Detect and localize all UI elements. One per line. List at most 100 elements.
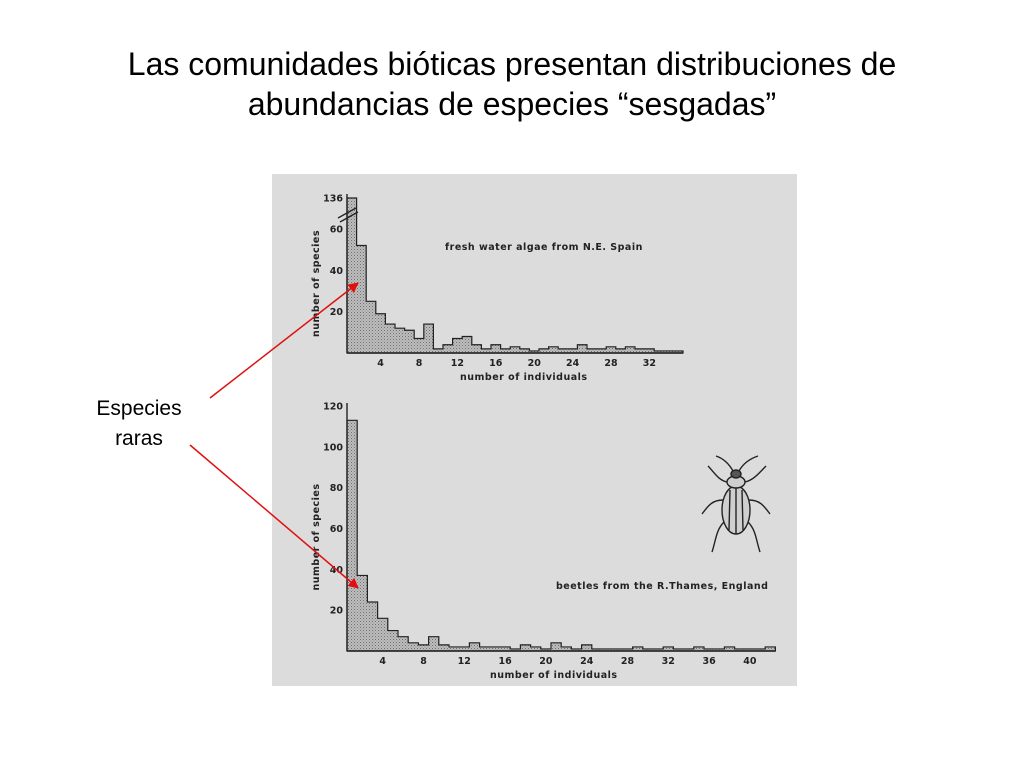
x-tick-label: 36: [702, 656, 716, 667]
histogram-bar: [693, 646, 704, 651]
histogram-bar: [530, 646, 541, 651]
x-axis-title: number of individuals: [490, 670, 618, 681]
y-tick-label: 60: [330, 225, 344, 236]
y-tick-label: 40: [330, 266, 344, 277]
histogram-bar: [529, 350, 539, 353]
x-tick-label: 24: [580, 656, 594, 667]
histogram-bar: [591, 648, 602, 651]
histogram-bar: [551, 642, 562, 651]
x-tick-label: 8: [420, 656, 427, 667]
rare-species-callout: Especies raras: [64, 394, 214, 454]
histogram-bar: [519, 348, 530, 353]
histogram-bar: [443, 344, 453, 353]
histogram-bar: [404, 330, 415, 353]
x-axis-title: number of individuals: [460, 372, 588, 383]
histogram-bar: [744, 648, 755, 651]
series-label: beetles from the R.Thames, England: [556, 581, 768, 592]
histogram-bar: [577, 344, 587, 353]
histogram-bar: [387, 630, 398, 651]
x-tick-label: 24: [566, 358, 580, 369]
histogram-bar: [500, 646, 511, 651]
histogram-outline: [346, 419, 776, 652]
histogram-bar: [520, 644, 531, 651]
x-tick-label: 20: [528, 358, 542, 369]
histogram-bar: [469, 642, 480, 651]
histogram-bar: [395, 328, 405, 353]
histogram-bar: [683, 648, 694, 651]
histogram-bar: [500, 348, 511, 353]
histogram-bar: [567, 348, 578, 353]
histogram-bar: [632, 646, 643, 651]
histogram-bar: [612, 648, 623, 651]
histogram-bar: [663, 350, 674, 353]
histogram-bar: [471, 344, 482, 353]
histogram-bar: [581, 644, 592, 651]
histogram-bar: [438, 644, 449, 651]
histogram-bar: [539, 348, 549, 353]
histogram-bar: [625, 346, 635, 353]
y-tick-label: 100: [323, 442, 343, 453]
histogram-bar: [418, 644, 429, 651]
y-tick-label: 60: [330, 524, 344, 535]
histogram-bar: [606, 346, 616, 353]
histogram-bar: [622, 648, 633, 651]
histogram-bar: [398, 636, 409, 651]
x-tick-label: 12: [451, 358, 464, 369]
x-tick-label: 4: [377, 358, 384, 369]
y-tick-label: 120: [323, 402, 343, 413]
histogram-bar: [673, 350, 683, 353]
histogram-bar: [734, 648, 745, 651]
histogram-bar: [765, 646, 776, 651]
x-tick-label: 20: [539, 656, 553, 667]
arrow-to-beetle-chart: [189, 444, 359, 589]
histogram-bar: [366, 301, 376, 353]
arrow-to-algae-chart: [209, 282, 359, 399]
x-tick-label: 16: [498, 656, 512, 667]
histogram-bar: [347, 420, 358, 651]
histogram-bar: [462, 336, 472, 353]
histogram-bar: [489, 646, 500, 651]
histogram-bar: [385, 324, 395, 353]
x-tick-label: 28: [621, 656, 635, 667]
slide-title: Las comunidades bióticas presentan distr…: [60, 44, 964, 124]
beetle-icon: [701, 455, 771, 553]
histogram-bar: [642, 648, 653, 651]
histogram-bar: [663, 646, 674, 651]
y-axis-title: number of species: [311, 230, 322, 337]
histogram-bar: [755, 648, 766, 651]
histogram-bar: [673, 648, 684, 651]
slide-title-line-1: Las comunidades bióticas presentan distr…: [127, 46, 897, 82]
y-axis-title: number of species: [311, 483, 322, 590]
histogram-bar: [510, 648, 521, 651]
histogram-bar: [357, 575, 368, 651]
histogram-bar: [558, 348, 568, 353]
histogram-bar: [571, 648, 582, 651]
histogram-bar: [615, 348, 626, 353]
y-tick-label: 136: [323, 194, 343, 205]
histogram-bar: [704, 648, 715, 651]
axis-break-mark: [337, 207, 357, 219]
histogram-bar: [602, 648, 613, 651]
y-tick-label: 80: [330, 483, 344, 494]
x-tick-label: 40: [743, 656, 757, 667]
y-tick-label: 20: [330, 307, 344, 318]
x-tick-label: 32: [662, 656, 675, 667]
histogram-bar: [491, 344, 501, 353]
histogram-bar: [356, 245, 367, 353]
histogram-bar: [375, 313, 386, 353]
histogram-bar: [653, 648, 664, 651]
histogram-bar: [654, 350, 664, 353]
histogram-bar: [724, 646, 735, 651]
histogram-bar: [367, 602, 378, 651]
histogram-bar: [635, 348, 645, 353]
histogram-bar: [377, 618, 388, 651]
histogram-bar: [510, 346, 520, 353]
histogram-bar: [596, 348, 607, 353]
y-tick-label: 20: [330, 606, 344, 617]
x-tick-label: 28: [604, 358, 618, 369]
histogram-bar: [561, 646, 572, 651]
histogram-bar: [452, 338, 463, 353]
histogram-bar: [714, 648, 725, 651]
histogram-bar: [587, 348, 597, 353]
